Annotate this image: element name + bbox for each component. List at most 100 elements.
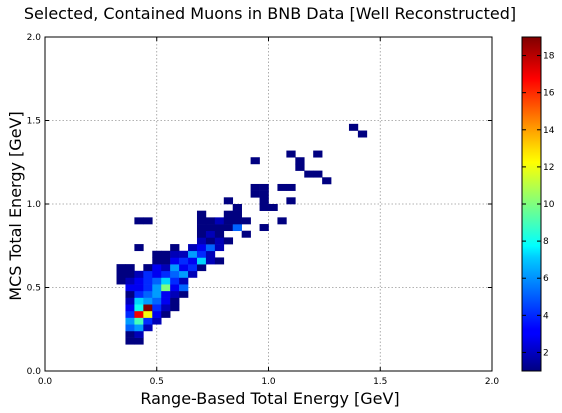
heatmap-bin	[215, 224, 224, 231]
heatmap-bin	[313, 151, 322, 158]
heatmap-bin	[161, 251, 170, 258]
y-axis-label: MCS Total Energy [GeV]	[6, 111, 25, 300]
heatmap-bin	[260, 204, 269, 211]
heatmap-bin	[134, 324, 143, 331]
heatmap-bin	[134, 291, 143, 298]
heatmap-bin	[269, 204, 278, 211]
heatmap-bin	[224, 224, 233, 231]
heatmap-bin	[170, 257, 179, 264]
heatmap-bin	[143, 324, 152, 331]
heatmap-bin	[134, 298, 143, 305]
heatmap-bin	[125, 291, 134, 298]
heatmap-bin	[215, 237, 224, 244]
heatmap-bin	[224, 217, 233, 224]
heatmap-bin	[313, 171, 322, 178]
colorbar-tick-label: 6	[543, 274, 549, 284]
heatmap-bin	[206, 217, 215, 224]
heatmap-bin	[161, 298, 170, 305]
heatmap-bin	[197, 251, 206, 258]
heatmap-bin	[152, 257, 161, 264]
chart-title: Selected, Contained Muons in BNB Data [W…	[24, 4, 516, 23]
heatmap-bin	[170, 298, 179, 305]
heatmap-bin	[188, 271, 197, 278]
heatmap-bin	[304, 171, 313, 178]
x-tick-label: 0.0	[38, 377, 53, 387]
y-axis: 0.0 0.5 1.0 1.5 2.0	[27, 33, 492, 377]
heatmap-bin	[152, 264, 161, 271]
x-tick-label: 1.5	[373, 377, 387, 387]
heatmap-bin	[179, 277, 188, 284]
heatmap-bin	[170, 271, 179, 278]
heatmap-bin	[161, 284, 170, 291]
heatmap-bin	[134, 318, 143, 325]
heatmap-bin	[125, 277, 134, 284]
heatmap-bin	[152, 298, 161, 305]
heatmap-bin	[143, 291, 152, 298]
heatmap-bin	[161, 311, 170, 318]
heatmap-bin	[152, 304, 161, 311]
heatmap-bin	[143, 298, 152, 305]
y-tick-label: 1.5	[27, 117, 41, 127]
heatmap-bin	[170, 277, 179, 284]
heatmap-bin	[161, 291, 170, 298]
heatmap-bin	[188, 264, 197, 271]
heatmap-bin	[134, 244, 143, 251]
colorbar-tick-label: 10	[543, 200, 555, 210]
heatmap-bin	[152, 311, 161, 318]
heatmap-bin	[143, 264, 152, 271]
heatmap-bin	[134, 304, 143, 311]
heatmap-bin	[125, 284, 134, 291]
heatmap-bin	[206, 231, 215, 238]
heatmap-bin	[134, 311, 143, 318]
heatmap-bin	[215, 257, 224, 264]
colorbar-tick-label: 4	[543, 311, 549, 321]
heatmap-bin	[277, 217, 286, 224]
heatmap-bin	[295, 157, 304, 164]
heatmap-bins	[117, 124, 368, 345]
heatmap-bin	[260, 197, 269, 204]
heatmap-bin	[134, 331, 143, 338]
heatmap-bin	[197, 244, 206, 251]
heatmap-bin	[242, 217, 251, 224]
heatmap-bin	[206, 244, 215, 251]
heatmap-bin	[125, 304, 134, 311]
heatmap-bin	[197, 237, 206, 244]
heatmap-bin	[197, 231, 206, 238]
heatmap-bin	[161, 264, 170, 271]
heatmap-bin	[233, 224, 242, 231]
heatmap-bin	[233, 204, 242, 211]
heatmap-bin	[349, 124, 358, 131]
colorbar-tick-label: 12	[543, 163, 554, 173]
heatmap-bin	[188, 251, 197, 258]
heatmap-bin	[170, 251, 179, 258]
heatmap-bin	[143, 271, 152, 278]
heatmap-bin	[134, 271, 143, 278]
heatmap-bin	[206, 237, 215, 244]
heatmap-bin	[224, 237, 233, 244]
heatmap-bin	[260, 191, 269, 198]
heatmap-bin	[152, 284, 161, 291]
colorbar-tick-label: 18	[543, 52, 555, 62]
heatmap-bin	[161, 271, 170, 278]
heatmap-bin	[143, 277, 152, 284]
y-tick-label: 0.5	[27, 284, 41, 294]
heatmap-bin	[170, 291, 179, 298]
heatmap-bin	[215, 231, 224, 238]
heatmap-bin	[179, 257, 188, 264]
heatmap-bin	[251, 191, 260, 198]
heatmap-bin	[125, 271, 134, 278]
heatmap-bin	[161, 277, 170, 284]
heatmap-bin	[286, 184, 295, 191]
heatmap-bin	[125, 298, 134, 305]
heatmap-bin	[161, 304, 170, 311]
heatmap-bin	[134, 338, 143, 345]
heatmap-bin	[125, 311, 134, 318]
heatmap-bin	[125, 331, 134, 338]
heatmap-bin	[117, 264, 126, 271]
heatmap-bin	[134, 277, 143, 284]
heatmap-bin	[170, 304, 179, 311]
heatmap-bin	[224, 197, 233, 204]
x-tick-label: 1.0	[261, 377, 276, 387]
heatmap-bin	[233, 217, 242, 224]
heatmap-bin	[170, 284, 179, 291]
